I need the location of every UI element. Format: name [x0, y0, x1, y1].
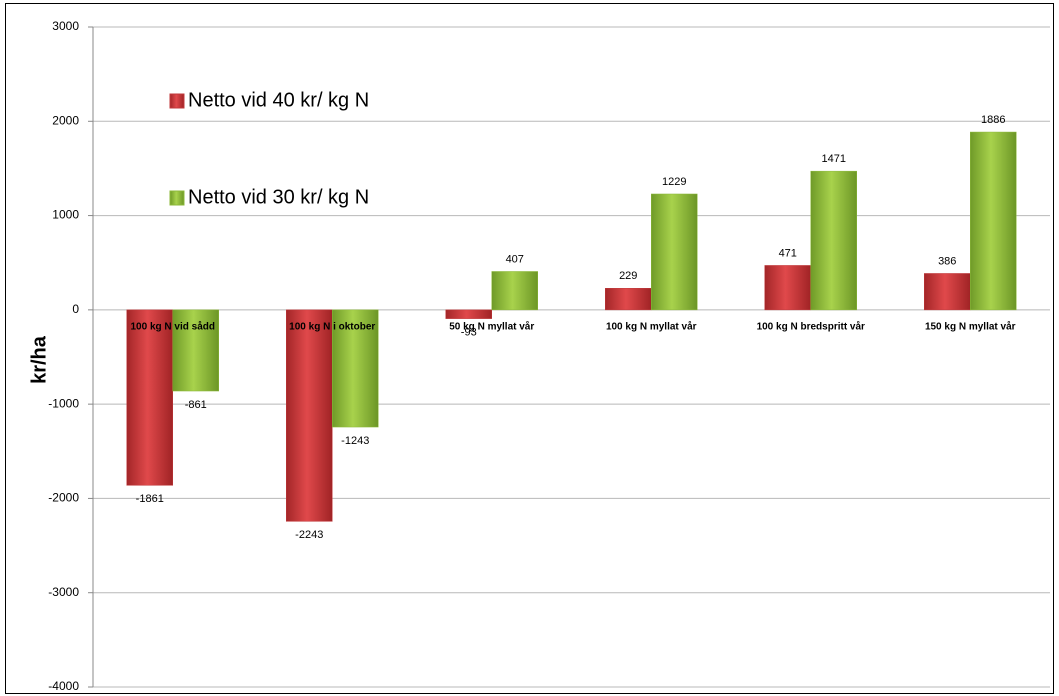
bar	[605, 288, 652, 311]
value-label: 407	[506, 253, 524, 265]
value-label: -1243	[341, 435, 369, 447]
y-tick-label: 0	[72, 302, 79, 316]
bar	[970, 131, 1017, 311]
bar	[332, 309, 379, 428]
value-label: -93	[461, 327, 477, 339]
y-tick-label: 3000	[52, 19, 79, 33]
bar	[924, 273, 971, 311]
y-tick-label: -3000	[48, 585, 79, 599]
y-axis-label: kr/ha	[28, 335, 50, 384]
y-tick-label: -4000	[48, 679, 79, 693]
bar	[172, 309, 219, 392]
legend-label: Netto vid 40 kr/ kg N	[188, 89, 369, 111]
value-label: -2243	[295, 529, 323, 541]
legend-swatch	[169, 93, 185, 109]
x-tick-label: 100 kg N myllat vår	[606, 320, 697, 332]
x-tick-label: 100 kg N vid sådd	[131, 320, 215, 332]
bar	[764, 265, 811, 311]
value-label: -1861	[136, 493, 164, 505]
bar	[651, 193, 698, 311]
x-tick-label: 50 kg N myllat vår	[449, 320, 534, 332]
value-label: 229	[619, 270, 637, 282]
bar	[491, 271, 538, 311]
value-label: 1471	[822, 153, 846, 165]
value-label: 386	[938, 255, 956, 267]
value-label: 1886	[981, 114, 1005, 126]
value-label: -861	[185, 399, 207, 411]
y-tick-label: 2000	[52, 113, 79, 127]
x-tick-label: 100 kg N bredspritt vår	[757, 320, 865, 332]
bar	[810, 170, 857, 311]
y-tick-label: 1000	[52, 208, 79, 222]
value-label: 1229	[662, 176, 686, 188]
x-tick-label: 150 kg N myllat vår	[925, 320, 1016, 332]
bar	[126, 309, 173, 486]
bar	[445, 309, 492, 319]
x-tick-label: 100 kg N i oktober	[289, 321, 375, 332]
chart-border	[5, 3, 1054, 694]
value-label: 471	[779, 247, 797, 259]
legend-swatch	[169, 190, 185, 206]
y-tick-label: -1000	[48, 396, 79, 410]
bar	[286, 309, 333, 522]
y-tick-label: -2000	[48, 491, 79, 505]
legend-label: Netto vid 30 kr/ kg N	[188, 186, 369, 208]
